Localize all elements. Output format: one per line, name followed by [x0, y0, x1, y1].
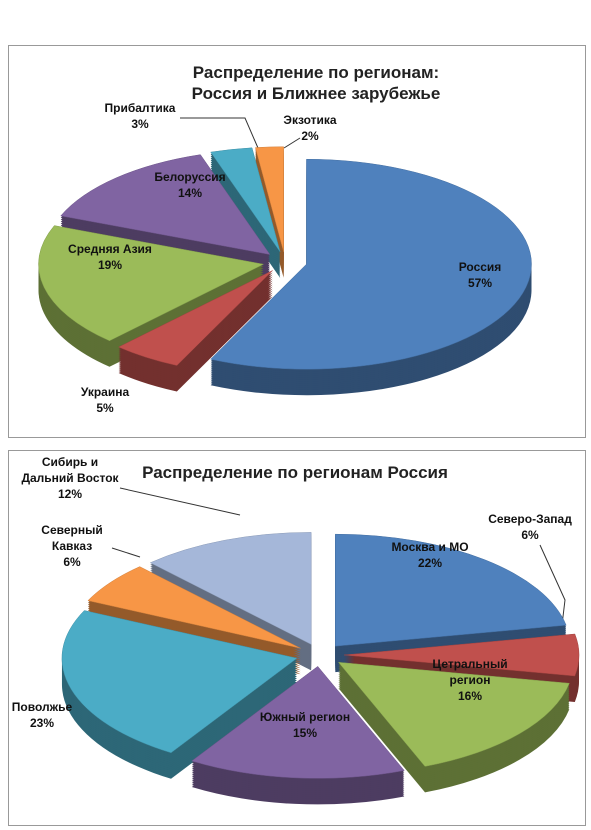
label-value: 6% [521, 528, 539, 542]
pie-slice [60, 154, 271, 255]
label-value: 19% [97, 258, 123, 272]
label-value: 5% [96, 401, 114, 415]
data-label: Средняя Азия 19% [60, 241, 160, 273]
label-value: 2% [301, 129, 319, 143]
data-label: Цетральный регион 16% [425, 656, 515, 704]
data-label: Белоруссия 14% [145, 169, 235, 201]
chart-title: Распределение по регионам Россия [142, 463, 448, 482]
leader-line [111, 547, 141, 558]
leader-line [539, 544, 566, 626]
label-value: 3% [131, 117, 149, 131]
chart-frame [8, 45, 586, 438]
leader-line [180, 117, 259, 149]
label-name: Средняя Азия [68, 242, 152, 256]
pie-slice [343, 633, 580, 677]
pie-slice [335, 533, 567, 647]
chart-title: Распределение по регионам: Россия и Ближ… [191, 63, 441, 103]
label-value: 23% [29, 716, 55, 730]
pie-slice [210, 158, 532, 370]
leader-line [119, 487, 241, 516]
pie-slice [255, 146, 284, 252]
label-name: Украина [80, 385, 130, 399]
label-name: Белоруссия [154, 170, 226, 184]
pie-slice [149, 532, 312, 645]
chart-frame [8, 450, 586, 826]
label-name: Экзотика [283, 113, 337, 127]
leader-line [283, 137, 301, 149]
label-value: 14% [177, 186, 203, 200]
data-label: Северный Кавказ 6% [32, 522, 112, 570]
pie-slice [337, 661, 570, 767]
data-label: Поволжье 23% [2, 699, 82, 731]
pie-slice [191, 666, 405, 779]
data-label: Россия 57% [435, 259, 525, 291]
label-name: Сибирь и Дальний Восток [21, 455, 119, 485]
label-value: 16% [457, 689, 483, 703]
data-label: Экзотика 2% [270, 112, 350, 144]
data-label: Сибирь и Дальний Восток 12% [15, 454, 125, 502]
pie-slice [210, 147, 281, 253]
pie-slice [118, 270, 273, 366]
label-value: 57% [467, 276, 493, 290]
data-label: Москва и МО 22% [380, 539, 480, 571]
label-name: Цетральный регион [432, 657, 508, 687]
label-name: Поволжье [11, 700, 73, 714]
data-label: Прибалтика 3% [95, 100, 185, 132]
label-value: 6% [63, 555, 81, 569]
data-label: Украина 5% [65, 384, 145, 416]
label-name: Северо-Запад [488, 512, 572, 526]
pie-slice [61, 610, 298, 754]
pie-slice [87, 566, 301, 649]
label-name: Россия [458, 260, 502, 274]
pie-slice [38, 225, 265, 342]
data-label: Северо-Запад 6% [480, 511, 580, 543]
data-label: Южный регион 15% [250, 709, 360, 741]
label-value: 22% [417, 556, 443, 570]
label-value: 12% [57, 487, 83, 501]
label-name: Москва и МО [391, 540, 469, 554]
label-name: Прибалтика [104, 101, 176, 115]
label-name: Северный Кавказ [41, 523, 103, 553]
label-value: 15% [292, 726, 318, 740]
label-name: Южный регион [259, 710, 351, 724]
